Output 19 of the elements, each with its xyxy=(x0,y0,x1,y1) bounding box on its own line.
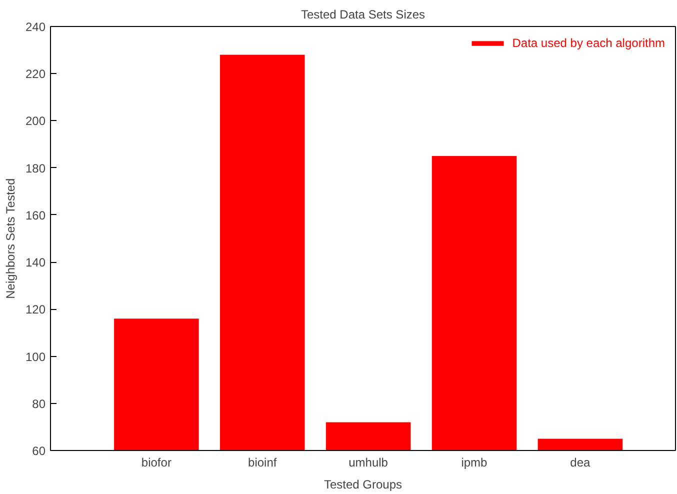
y-tick-label: 180 xyxy=(25,161,46,176)
x-tick-label: ipmb xyxy=(461,456,488,470)
y-tick-label: 140 xyxy=(25,256,46,270)
x-tick-label: bioinf xyxy=(248,456,278,470)
x-tick-label: biofor xyxy=(141,456,172,470)
y-tick-label: 220 xyxy=(25,67,46,82)
y-axis-title: Neighbors Sets Tested xyxy=(3,178,18,299)
y-tick-label: 200 xyxy=(25,114,46,128)
y-tick-label: 160 xyxy=(25,208,46,222)
y-tick-label: 60 xyxy=(32,444,46,458)
y-tick-label: 100 xyxy=(25,350,46,364)
y-tick-label: 120 xyxy=(25,302,46,317)
legend-label: Data used by each algorithm xyxy=(512,36,665,50)
chart-title: Tested Data Sets Sizes xyxy=(300,8,426,22)
x-tick-label: dea xyxy=(570,456,590,470)
y-tick-label: 80 xyxy=(32,396,46,411)
x-tick-label: umhulb xyxy=(348,456,388,470)
y-tick-label: 240 xyxy=(25,20,46,34)
x-axis-title: Tested Groups xyxy=(324,478,402,492)
